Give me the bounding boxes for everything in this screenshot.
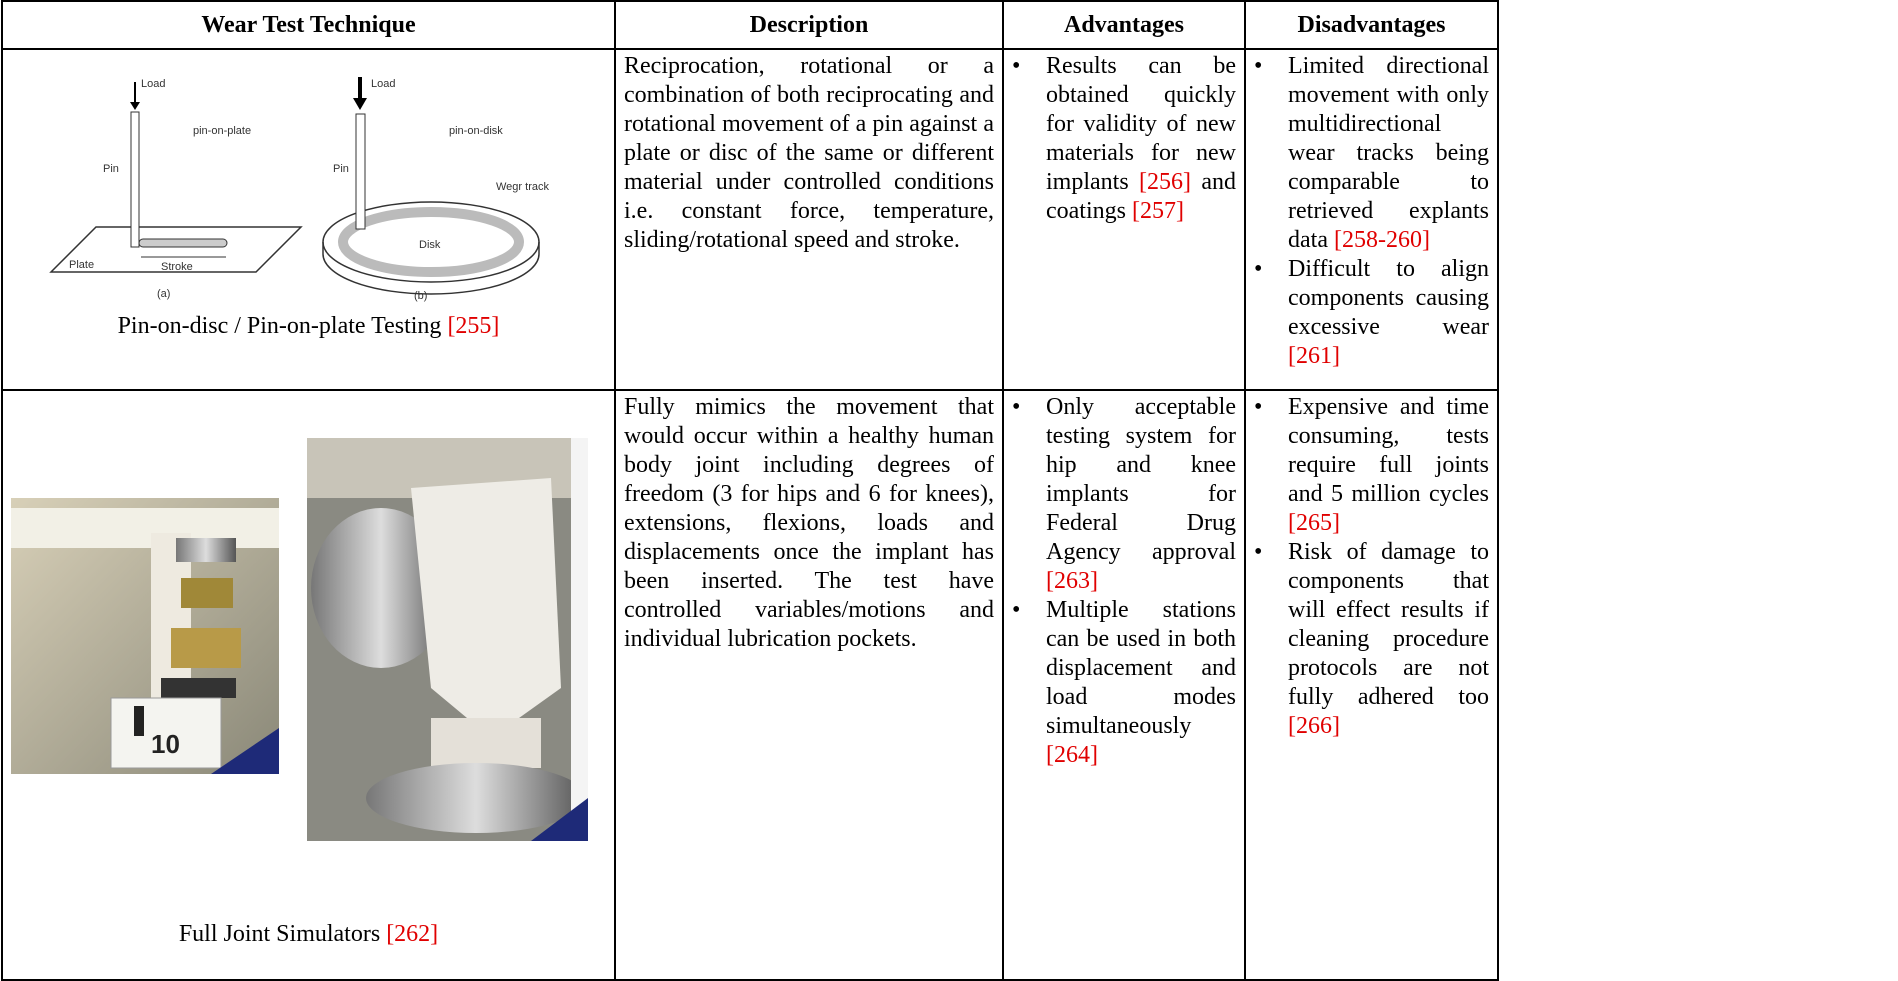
reference: [262] [386, 921, 439, 947]
item-text: and coatings [1046, 169, 1236, 224]
item-text: Difficult to align components causing ex… [1288, 256, 1489, 340]
item-text: Multiple stations can be used in both di… [1046, 597, 1236, 739]
pin [130, 111, 140, 248]
disadvantages-cell: Expensive and time consuming, tests requ… [1244, 389, 1499, 981]
item-text: Risk of damage to components that will e… [1288, 539, 1489, 710]
item-text: Only acceptable testing system for hip a… [1046, 394, 1236, 565]
arrow-head [130, 102, 140, 110]
figure-label: pin-on-disk [449, 125, 503, 137]
list-item: Limited directional movement with only m… [1254, 52, 1489, 255]
figure-label: Pin [333, 163, 349, 175]
reference: [255] [447, 313, 500, 339]
wear-track [338, 207, 524, 277]
technique-caption: Pin-on-disc / Pin-on-plate Testing [255] [11, 312, 606, 341]
disk-edge [322, 242, 540, 295]
reference: [258-260] [1333, 227, 1430, 253]
stroke-track [138, 238, 228, 248]
plate [49, 226, 303, 273]
figure-label: Wegr track [496, 181, 549, 193]
simulator-photos: 10 [11, 438, 588, 841]
photo-part [211, 728, 279, 774]
figure-label: Disk [419, 239, 441, 251]
photo-part [431, 718, 541, 768]
pin [355, 113, 366, 230]
reference: [263] [1046, 568, 1098, 594]
photo-part [181, 578, 233, 608]
figure-label: Stroke [161, 261, 193, 273]
technique-name: Pin-on-disc / Pin-on-plate Testing [117, 313, 442, 339]
photo-label: 10 [151, 729, 180, 759]
advantages-cell: Results can be obtained quickly for vali… [1002, 48, 1246, 391]
disadvantages-list: Limited directional movement with only m… [1254, 52, 1489, 371]
list-item: Risk of damage to components that will e… [1254, 538, 1489, 741]
photo-part [11, 508, 279, 548]
disadvantages-cell: Limited directional movement with only m… [1244, 48, 1499, 391]
row: Load pin-on-plate Pin Stroke Plate (a) L… [1, 48, 1499, 391]
reference: [264] [1046, 742, 1098, 768]
list-item: Only acceptable testing system for hip a… [1012, 393, 1236, 596]
advantages-cell: Only acceptable testing system for hip a… [1002, 389, 1246, 981]
photo-part [110, 697, 222, 769]
photo-part [366, 763, 586, 833]
list-item: Results can be obtained quickly for vali… [1012, 52, 1236, 226]
reference: [261] [1288, 343, 1340, 369]
arrow-head [353, 98, 367, 110]
description-cell: Reciprocation, rotational or a combinati… [614, 48, 1004, 391]
figure-label: pin-on-plate [193, 125, 251, 137]
disadvantages-list: Expensive and time consuming, tests requ… [1254, 393, 1489, 741]
pin-figure: Load pin-on-plate Pin Stroke Plate (a) L… [49, 77, 549, 302]
figure-label: (a) [157, 288, 170, 300]
header-row: Wear Test Technique Description Advantag… [1, 0, 1499, 50]
description-cell: Fully mimics the movement that would occ… [614, 389, 1004, 981]
photo-part [134, 706, 144, 736]
figure-label: Load [141, 78, 165, 90]
list-item: Multiple stations can be used in both di… [1012, 596, 1236, 770]
photo-part [571, 438, 588, 841]
header-cell: Wear Test Technique [1, 0, 616, 50]
list-item: Expensive and time consuming, tests requ… [1254, 393, 1489, 538]
figure-label: Load [371, 78, 395, 90]
photo-part [411, 478, 561, 738]
list-item: Difficult to align components causing ex… [1254, 255, 1489, 371]
wear-test-table: Wear Test Technique Description Advantag… [1, 0, 1499, 981]
row: 10 Full Joint Simulators [262] Fully mim… [1, 389, 1499, 981]
header-cell: Advantages [1002, 0, 1246, 50]
figure-label: Pin [103, 163, 119, 175]
item-text: Limited directional movement with only m… [1288, 53, 1489, 253]
item-text: Expensive and time consuming, tests requ… [1288, 394, 1489, 507]
technique-name: Full Joint Simulators [178, 921, 381, 947]
advantages-list: Only acceptable testing system for hip a… [1012, 393, 1236, 770]
header-cell: Disadvantages [1244, 0, 1499, 50]
photo-part [171, 628, 241, 668]
reference: [256] [1139, 169, 1191, 195]
photo-part [311, 508, 451, 668]
reference: [257] [1131, 198, 1184, 224]
technique-cell: Load pin-on-plate Pin Stroke Plate (a) L… [1, 48, 616, 391]
technique-cell: 10 Full Joint Simulators [262] [1, 389, 616, 981]
item-text: Results can be obtained quickly for vali… [1046, 53, 1236, 195]
figure-label: Plate [69, 259, 94, 271]
photo-part [161, 678, 236, 698]
photo-part [531, 798, 588, 841]
advantages-list: Results can be obtained quickly for vali… [1012, 52, 1236, 226]
reference: [266] [1288, 713, 1340, 739]
reference: [265] [1288, 510, 1340, 536]
figure-label: (b) [414, 290, 427, 302]
photo-part [176, 538, 236, 562]
technique-caption: Full Joint Simulators [262] [11, 920, 606, 949]
header-cell: Description [614, 0, 1004, 50]
